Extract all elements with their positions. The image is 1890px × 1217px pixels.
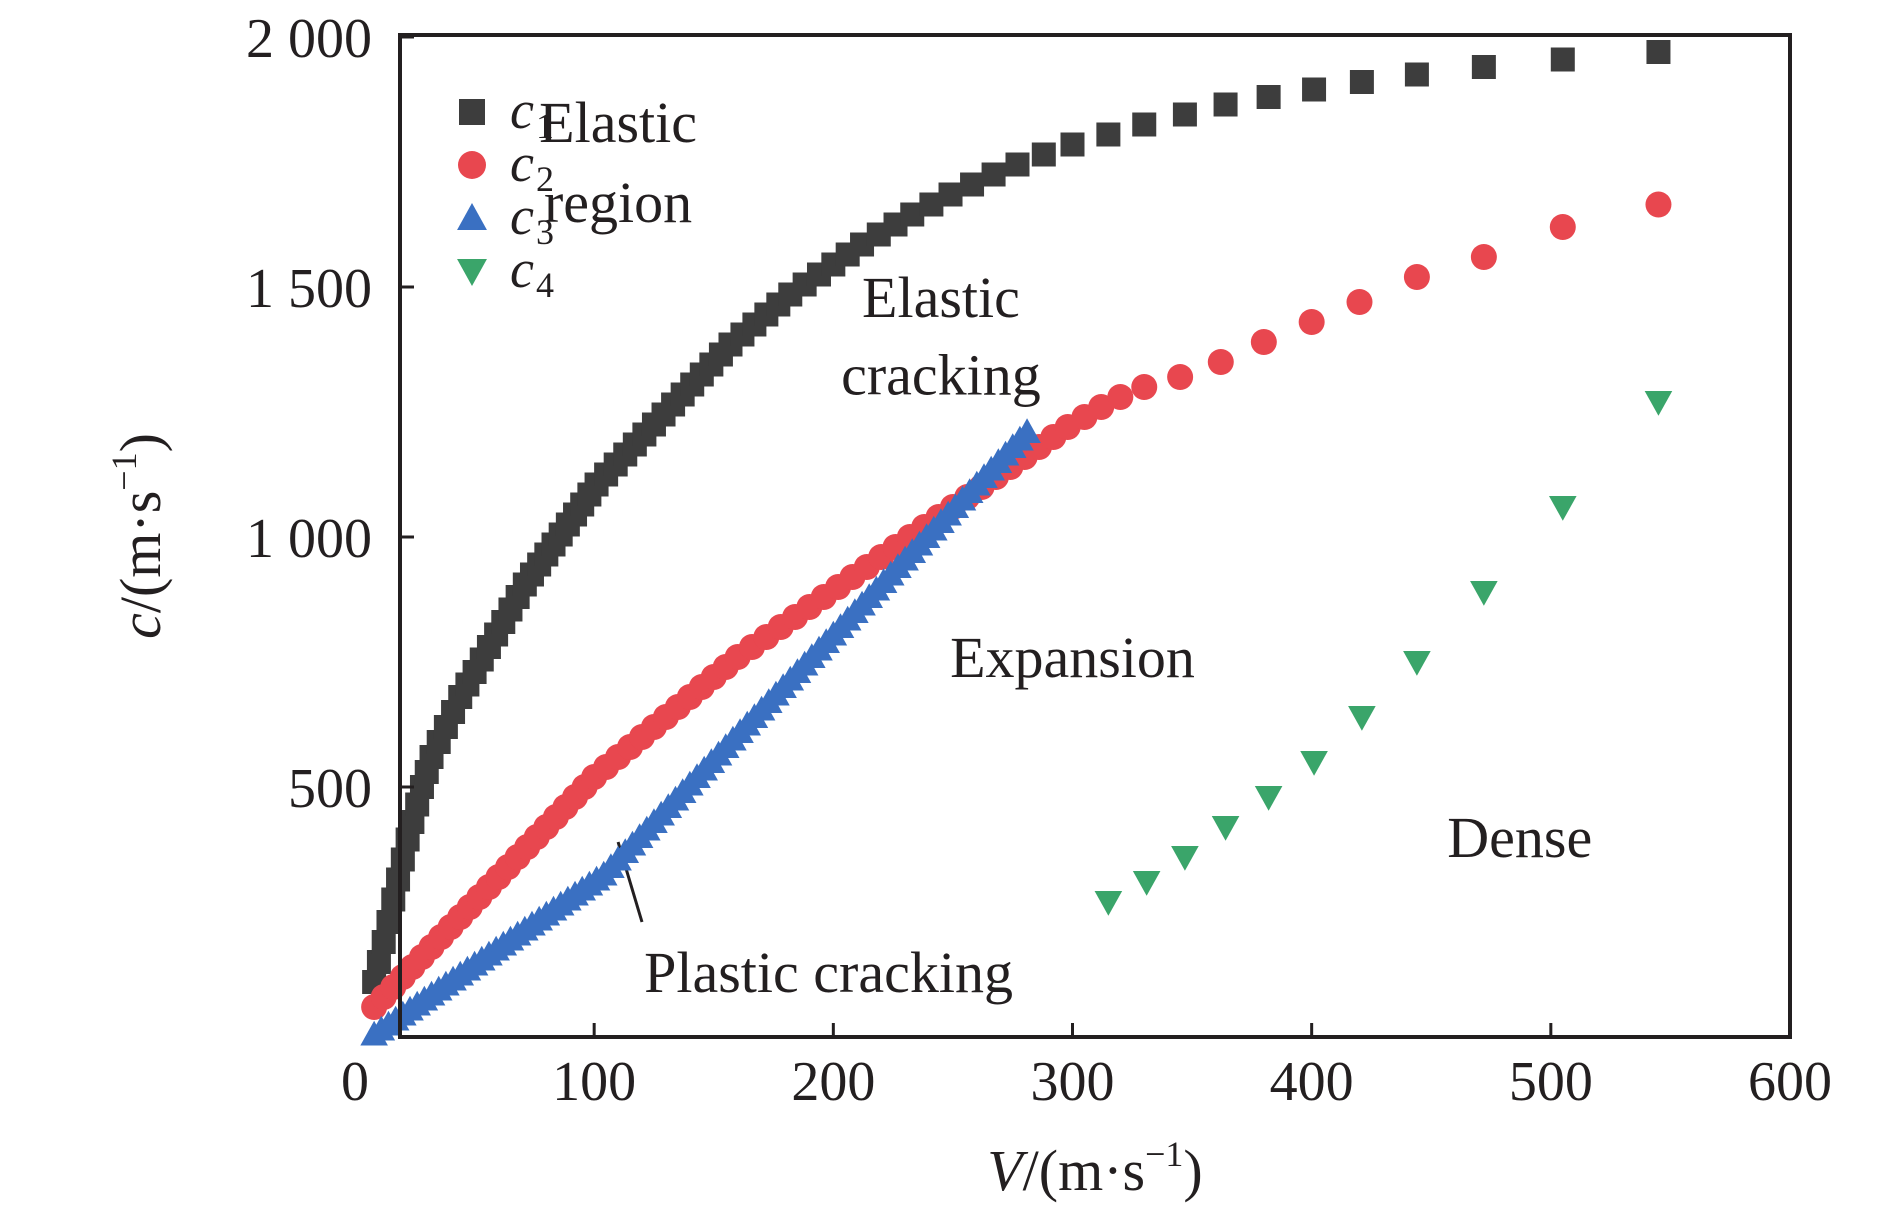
data-point-c2 — [1250, 329, 1277, 355]
x-tick-label: 400 — [1270, 1051, 1354, 1113]
data-point-c4 — [1644, 390, 1673, 416]
data-point-c1 — [1550, 47, 1575, 72]
region-label: cracking — [841, 343, 1041, 408]
data-point-c2 — [1207, 349, 1234, 375]
legend-item-c4: c4 — [457, 239, 554, 305]
data-point-c4 — [1300, 750, 1328, 776]
data-point-c1 — [1213, 92, 1238, 117]
x-tick-label: 100 — [552, 1051, 636, 1113]
legend-marker-c2 — [458, 151, 486, 179]
data-point-c1 — [1349, 70, 1374, 94]
y-tick-label: 1 000 — [246, 508, 372, 570]
data-point-c1 — [981, 162, 1006, 187]
data-point-c4 — [1171, 845, 1199, 871]
region-label: Plastic cracking — [644, 940, 1013, 1005]
data-point-c4 — [1254, 785, 1283, 811]
data-point-c1 — [1060, 132, 1085, 157]
legend-label: c1 — [510, 80, 554, 146]
legend-marker-c4 — [457, 259, 487, 286]
region-label: region — [544, 170, 692, 235]
y-tick-label: 500 — [288, 758, 372, 820]
data-point-c4 — [1211, 815, 1240, 841]
x-tick-label: 200 — [791, 1051, 875, 1113]
data-point-c2 — [1131, 374, 1158, 400]
data-point-c1 — [376, 910, 401, 934]
legend-item-c1: c1 — [459, 80, 554, 146]
data-point-c1 — [1646, 40, 1671, 64]
data-point-c2 — [1346, 289, 1373, 315]
data-point-c4 — [1548, 495, 1577, 521]
data-point-c2 — [1298, 309, 1325, 335]
x-tick-label: 500 — [1509, 1051, 1593, 1113]
x-tick-label: 600 — [1748, 1051, 1832, 1113]
series-c2 — [361, 191, 1672, 1020]
data-point-c1 — [1256, 85, 1281, 109]
y-tick-label: 1 500 — [246, 258, 372, 320]
data-point-c4 — [1094, 890, 1123, 916]
y-axis-title: c/(m·s−1) — [104, 433, 173, 639]
ticks-layer: 0 100 200 300 400 500 600 500 1 000 1 500 2 000 — [246, 8, 1832, 1113]
legend-item-c2: c2 — [458, 133, 554, 199]
legend-label: c3 — [510, 186, 554, 252]
legend-label: c2 — [510, 133, 554, 199]
data-point-c1 — [1031, 142, 1056, 167]
data-point-c1 — [1404, 62, 1429, 87]
data-point-c1 — [1132, 112, 1157, 137]
data-point-c1 — [938, 182, 963, 207]
legend-marker-c1 — [459, 99, 485, 125]
data-point-c1 — [1096, 122, 1121, 147]
data-point-c2 — [1470, 244, 1497, 270]
legend-item-c3: c3 — [457, 186, 554, 252]
data-point-c1 — [1172, 102, 1197, 127]
data-point-c2 — [1088, 394, 1115, 420]
data-point-c1 — [1302, 77, 1327, 102]
region-label: Elastic — [862, 265, 1020, 330]
data-point-c1 — [960, 172, 985, 197]
legend-label: c4 — [510, 239, 554, 305]
region-label: Expansion — [950, 625, 1195, 690]
data-point-c4 — [1403, 650, 1431, 676]
data-point-c4 — [1348, 705, 1376, 731]
data-point-c3 — [1013, 418, 1041, 444]
region-label: Elastic — [539, 90, 697, 155]
series-c3 — [360, 418, 1041, 1046]
annotations-layer: Elastic region Elastic cracking Expansion Den… — [539, 90, 1592, 1005]
data-point-c2 — [1549, 214, 1576, 240]
data-point-c1 — [1471, 55, 1496, 79]
data-point-c2 — [1403, 264, 1430, 290]
series-c4 — [1094, 390, 1673, 916]
data-point-c2 — [1107, 384, 1134, 410]
data-point-c4 — [1132, 870, 1161, 896]
x-axis-title: V/(m·s−1) — [987, 1134, 1203, 1203]
legend-marker-c3 — [457, 203, 487, 230]
region-label: Dense — [1447, 805, 1592, 870]
x-tick-label: 0 — [341, 1051, 369, 1113]
y-tick-label: 2 000 — [246, 8, 372, 70]
data-point-c2 — [1645, 191, 1672, 218]
x-tick-label: 300 — [1031, 1051, 1115, 1113]
data-point-c1 — [1005, 152, 1030, 177]
data-point-c2 — [1167, 364, 1194, 390]
data-point-c4 — [1470, 580, 1498, 606]
